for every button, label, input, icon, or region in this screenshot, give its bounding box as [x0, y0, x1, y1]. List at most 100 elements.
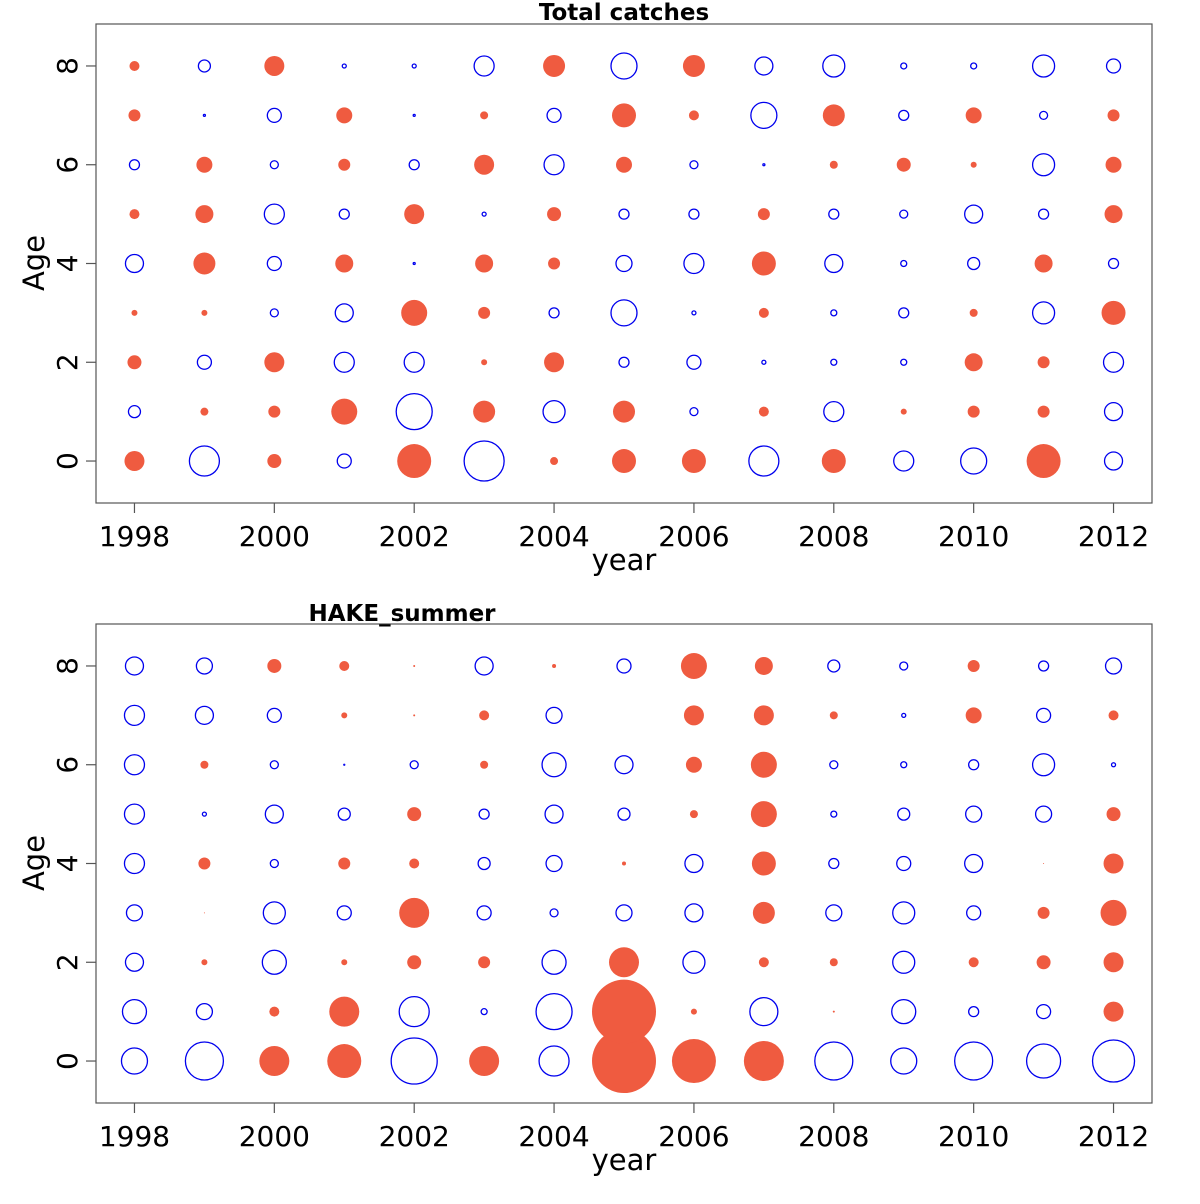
bubble-2008-age-5	[830, 810, 838, 818]
bubble-2002-age-0	[397, 444, 432, 479]
chart-title: HAKE_summer	[308, 601, 496, 627]
x-tick-label: 2004	[518, 1120, 589, 1153]
bubble-2011-age-4	[1043, 863, 1045, 864]
bubble-2009-age-1	[900, 408, 907, 415]
bubble-2006-age-5	[689, 810, 698, 819]
bubble-2006-age-7	[688, 110, 699, 121]
bubble-2000-age-6	[269, 160, 279, 170]
bubble-2007-age-7	[750, 101, 778, 130]
bubble-2001-age-1	[329, 996, 360, 1027]
bubble-2006-age-6	[689, 160, 699, 170]
bubble-2004-age-2	[541, 949, 567, 975]
bubble-1999-age-6	[200, 760, 209, 769]
bubble-2002-age-5	[407, 807, 422, 822]
bubble-1999-age-3	[203, 912, 205, 914]
bubble-1999-age-1	[200, 407, 209, 416]
bubble-2011-age-3	[1031, 301, 1056, 325]
x-tick-label: 2010	[938, 1120, 1009, 1153]
bubble-2009-age-5	[897, 807, 911, 821]
bubble-2006-age-2	[686, 354, 702, 370]
bubble-2000-age-4	[266, 255, 282, 272]
bubble-2003-age-0	[469, 1046, 500, 1077]
x-tick-label: 2000	[239, 520, 310, 553]
bubble-1999-age-2	[201, 959, 208, 966]
x-axis-label: year	[592, 1143, 657, 1177]
y-tick-label: 4	[51, 855, 84, 873]
x-axis: 1998 2000 2002 2004 2006 2008 2010 2012	[99, 1103, 1149, 1153]
bubble-2008-age-4	[828, 857, 840, 870]
bubble-2012-age-4	[1103, 853, 1124, 874]
bubble-2007-age-1	[749, 996, 779, 1027]
bubble-1999-age-8	[197, 59, 212, 73]
bubble-2001-age-7	[336, 107, 353, 124]
bubble-2001-age-6	[338, 158, 351, 171]
bubble-2001-age-2	[341, 959, 348, 966]
bubble-2009-age-6	[896, 157, 911, 172]
bubble-2010-age-3	[969, 308, 978, 317]
bubble-2003-age-4	[477, 856, 491, 871]
bubble-2005-age-0	[612, 449, 636, 474]
y-axis-label: Age	[17, 835, 51, 891]
bubble-2007-age-3	[758, 307, 769, 318]
bubble-2000-age-8	[264, 55, 285, 76]
bubble-2007-age-4	[751, 251, 776, 276]
bubble-2005-age-5	[618, 208, 630, 220]
bubble-2003-age-5	[481, 211, 487, 217]
bubble-2003-age-7	[480, 111, 489, 120]
bubble-1999-age-2	[196, 354, 213, 370]
bubble-2000-age-7	[266, 707, 282, 724]
x-axis-label: year	[592, 543, 657, 577]
bubble-2000-age-3	[262, 901, 286, 925]
bubble-2012-age-1	[1103, 1001, 1124, 1022]
y-axis: 0 2 4 6 8	[51, 657, 96, 1070]
bubble-2010-age-6	[970, 161, 977, 168]
bubble-2004-age-1	[542, 399, 566, 424]
bubble-2001-age-0	[327, 1044, 362, 1079]
bubble-1999-age-7	[202, 113, 207, 118]
bubble-2002-age-6	[408, 159, 420, 171]
x-tick-label: 1998	[99, 520, 170, 553]
bubble-2009-age-0	[890, 1047, 918, 1075]
bubble-2003-age-5	[478, 808, 490, 820]
bubble-2002-age-6	[409, 760, 419, 770]
bubble-2004-age-2	[544, 352, 565, 373]
bubble-2010-age-5	[965, 805, 983, 823]
bubble-2012-age-3	[1100, 899, 1127, 926]
bubble-1999-age-3	[201, 309, 208, 316]
bubble-2006-age-1	[689, 406, 699, 417]
bubble-2000-age-3	[269, 308, 279, 318]
bubble-2007-age-5	[757, 208, 770, 221]
bubble-2012-age-1	[1103, 401, 1124, 422]
bubble-2007-age-0	[748, 445, 780, 477]
bubble-2005-age-6	[616, 156, 632, 173]
bubble-1998-age-8	[124, 656, 145, 676]
bubble-2003-age-8	[473, 55, 495, 77]
bubble-2012-age-4	[1107, 257, 1120, 270]
y-tick-label: 8	[51, 657, 84, 675]
bubble-2000-age-1	[269, 1006, 280, 1017]
bubble-1999-age-4	[193, 252, 216, 275]
bubble-2010-age-7	[965, 707, 982, 724]
bubble-2003-age-8	[474, 656, 494, 676]
bubble-2012-age-2	[1103, 952, 1124, 973]
bubble-2004-age-6	[541, 752, 567, 778]
bubble-1998-age-7	[128, 109, 141, 122]
bubble-2008-age-7	[822, 104, 845, 127]
bubble-2009-age-5	[899, 209, 909, 219]
bubble-2009-age-8	[900, 62, 908, 70]
bubble-1999-age-0	[184, 1041, 225, 1081]
panel-total-catches: Total catches 1998 2000 2002 2004 2006 2008 20…	[17, 0, 1153, 577]
bubble-2002-age-4	[412, 261, 416, 266]
bubble-2002-age-3	[399, 897, 430, 928]
bubble-2004-age-1	[535, 992, 573, 1031]
y-tick-label: 8	[51, 57, 84, 75]
bubble-2003-age-3	[476, 905, 492, 921]
y-tick-label: 0	[51, 452, 84, 470]
bubble-2010-age-6	[968, 759, 980, 771]
bubble-2005-age-4	[622, 861, 626, 866]
bubble-1999-age-1	[195, 1002, 214, 1021]
bubble-2007-age-0	[743, 1041, 784, 1082]
y-tick-label: 2	[51, 353, 84, 371]
bubble-2011-age-7	[1038, 110, 1049, 121]
